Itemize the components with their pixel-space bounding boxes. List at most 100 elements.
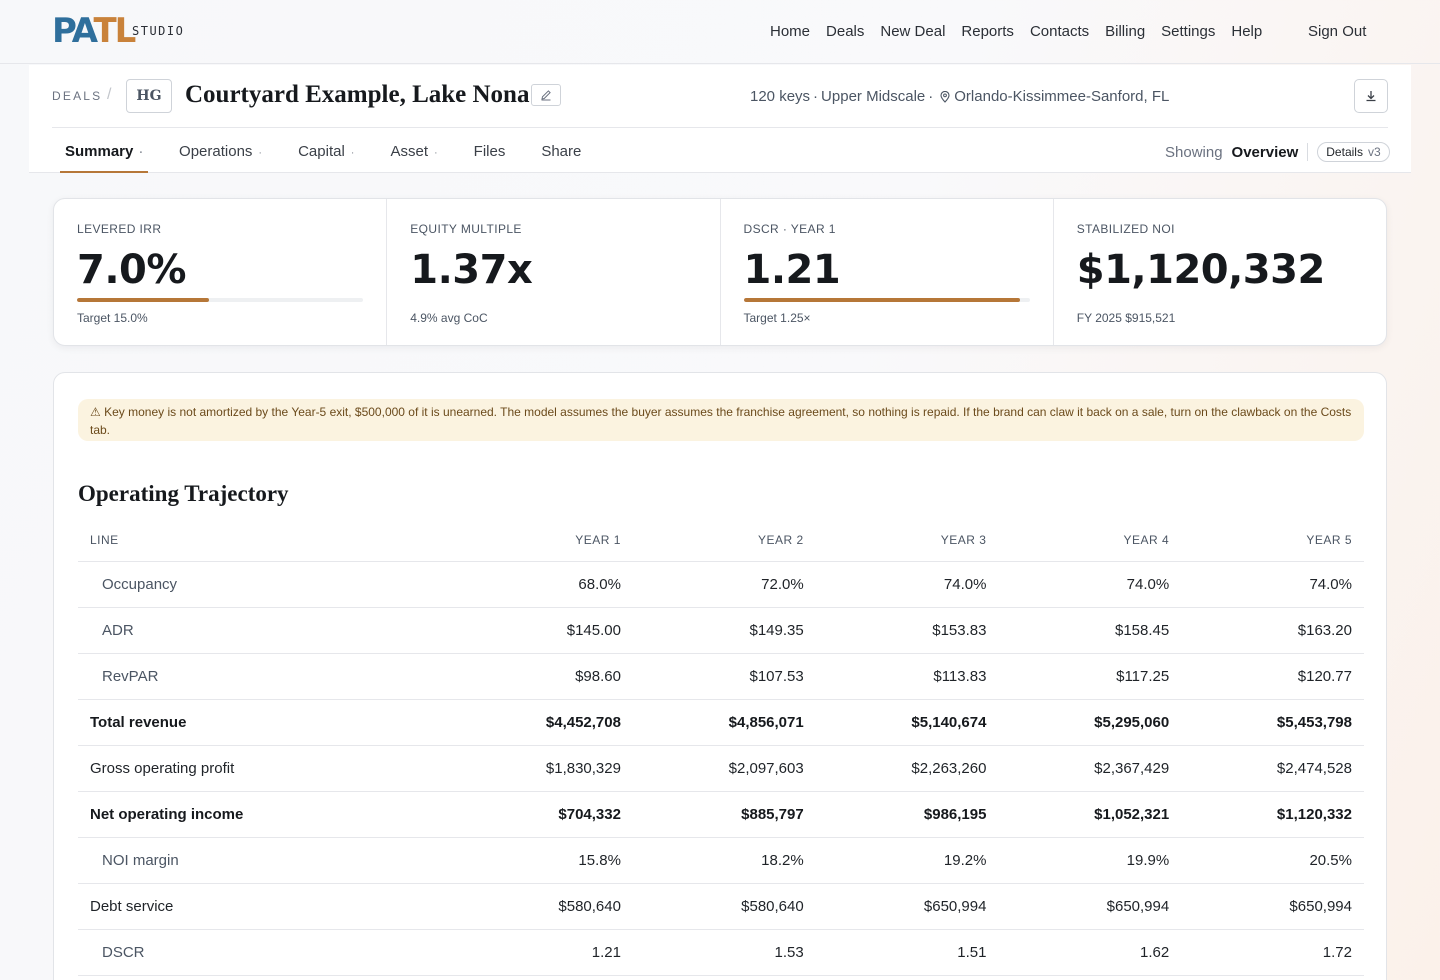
tab-files[interactable]: Files: [469, 140, 511, 173]
cell-value: $4,856,071: [632, 699, 816, 746]
deal-keys: 120 keys: [750, 88, 811, 105]
cell-value: $1,830,329: [450, 745, 633, 792]
cell-value: 1.53: [632, 929, 816, 976]
cell-value: $580,640: [632, 883, 816, 930]
logo-mark: PATL: [52, 11, 136, 51]
kpi-dscr-year1: DSCR · YEAR 1 1.21 Target 1.25×: [721, 199, 1054, 345]
tab-label: Files: [473, 143, 506, 160]
kpi-progress-track: [743, 298, 1030, 302]
showing-label: Showing: [1165, 143, 1223, 161]
brand-badge: HG: [126, 79, 172, 113]
kpi-value: 1.37x: [410, 247, 533, 293]
cell-value: 74.0%: [998, 561, 1182, 608]
logo[interactable]: PATL STUDIO: [52, 11, 183, 51]
nav-deals[interactable]: Deals: [826, 23, 865, 40]
nav-contacts[interactable]: Contacts: [1029, 23, 1090, 40]
cell-value: $145.00: [450, 607, 633, 654]
cell-value: 1.72: [1181, 929, 1364, 976]
cell-value: $885,797: [632, 791, 816, 838]
column-header-year: YEAR 4: [998, 519, 1182, 562]
deal-chain-scale: Upper Midscale: [821, 88, 926, 105]
table-row: RevPAR $98.60 $107.53 $113.83 $117.25 $120.77: [78, 653, 1364, 700]
cell-value: 72.0%: [632, 561, 816, 608]
summary-panel: ⚠ Key money is not amortized by the Year…: [53, 372, 1387, 980]
nav-help[interactable]: Help: [1231, 23, 1263, 40]
view-selector: Showing Overview Details v3: [1165, 142, 1390, 162]
nav-home[interactable]: Home: [770, 23, 811, 40]
cell-value: $163.20: [1181, 607, 1364, 654]
edit-title-button[interactable]: [531, 84, 561, 106]
download-button[interactable]: [1354, 79, 1388, 113]
row-label: ADR: [78, 607, 451, 654]
nav-reports[interactable]: Reports: [961, 23, 1014, 40]
nav-settings[interactable]: Settings: [1161, 23, 1216, 40]
tab-label: Capital: [298, 143, 345, 160]
tab-capital[interactable]: Capital ·: [293, 140, 359, 173]
kpi-subtext: FY 2025 $915,521: [1076, 311, 1176, 325]
download-icon: [1366, 91, 1376, 102]
warning-icon: ⚠: [90, 405, 101, 419]
row-label: Net operating income: [78, 791, 451, 838]
tab-label: Share: [541, 143, 582, 160]
cell-value: $158.45: [998, 607, 1182, 654]
kpi-value: 7.0%: [77, 247, 186, 293]
cell-value: $120.77: [1181, 653, 1364, 700]
cell-value: 18.2%: [632, 837, 816, 884]
column-header-year: YEAR 3: [815, 519, 999, 562]
cell-value: $580,640: [450, 883, 633, 930]
cell-value: 68.0%: [450, 561, 633, 608]
cell-value: $2,474,528: [1181, 745, 1364, 792]
map-pin-icon: [940, 91, 950, 103]
table-row: Total revenue $4,452,708 $4,856,071 $5,140,…: [78, 699, 1364, 746]
cell-value: $113.83: [815, 653, 999, 700]
cell-value: $5,453,798: [1181, 699, 1364, 746]
row-label: RevPAR: [78, 653, 451, 700]
deal-title: Courtyard Example, Lake Nona: [185, 81, 530, 108]
cell-value: $1,120,332: [1181, 791, 1364, 838]
divider: [1307, 143, 1309, 161]
tab-operations[interactable]: Operations ·: [174, 140, 267, 173]
section-title: Operating Trajectory: [78, 481, 289, 506]
details-button[interactable]: Details v3: [1317, 142, 1390, 162]
table-header-row: LINE YEAR 1 YEAR 2 YEAR 3 YEAR 4 YEAR 5: [78, 519, 1364, 562]
cell-value: $2,263,260: [815, 745, 999, 792]
cell-value: 1.21: [450, 929, 633, 976]
kpi-subtext: Target 15.0%: [77, 311, 148, 325]
row-label: Total revenue: [78, 699, 451, 746]
row-label: Occupancy: [78, 561, 451, 608]
key-money-alert: ⚠ Key money is not amortized by the Year…: [78, 399, 1364, 441]
cell-value: $4,452,708: [450, 699, 633, 746]
table-row: NOI margin 15.8% 18.2% 19.2% 19.9% 20.5%: [78, 837, 1364, 884]
tab-menu-marker: ·: [258, 147, 263, 159]
cell-value: 74.0%: [815, 561, 999, 608]
tab-share[interactable]: Share: [536, 140, 586, 173]
tab-menu-marker: ·: [139, 147, 144, 159]
operating-trajectory-table: LINE YEAR 1 YEAR 2 YEAR 3 YEAR 4 YEAR 5 Occup…: [78, 519, 1364, 976]
cell-value: 74.0%: [1181, 561, 1364, 608]
breadcrumb-deals[interactable]: DEALS: [52, 89, 103, 103]
top-bar: PATL STUDIO Home Deals New Deal Reports …: [0, 0, 1440, 64]
deal-tabs: Summary · Operations · Capital · Asset · Fil…: [60, 140, 612, 173]
nav-new-deal[interactable]: New Deal: [880, 23, 946, 40]
tab-summary[interactable]: Summary ·: [60, 140, 149, 173]
table-row: Net operating income $704,332 $885,797 $986…: [78, 791, 1364, 838]
details-label: Details: [1326, 145, 1363, 159]
kpi-progress-track: [77, 298, 363, 302]
logo-suffix: STUDIO: [132, 24, 185, 38]
column-header-year: YEAR 1: [450, 519, 633, 562]
table-row: ADR $145.00 $149.35 $153.83 $158.45 $163.20: [78, 607, 1364, 654]
kpi-subtext: 4.9% avg CoC: [410, 311, 488, 325]
nav-billing[interactable]: Billing: [1105, 23, 1146, 40]
row-label: Debt service: [78, 883, 451, 930]
cell-value: 19.2%: [815, 837, 999, 884]
cell-value: 1.62: [998, 929, 1182, 976]
tab-asset[interactable]: Asset ·: [385, 140, 442, 173]
kpi-label: DSCR · YEAR 1: [743, 222, 836, 236]
column-header-year: YEAR 2: [632, 519, 816, 562]
current-view[interactable]: Overview: [1231, 143, 1299, 161]
column-header-year: YEAR 5: [1181, 519, 1364, 562]
sign-out-link[interactable]: Sign Out: [1308, 23, 1367, 40]
cell-value: $650,994: [815, 883, 999, 930]
row-label: NOI margin: [78, 837, 451, 884]
header-divider: [52, 127, 1388, 128]
